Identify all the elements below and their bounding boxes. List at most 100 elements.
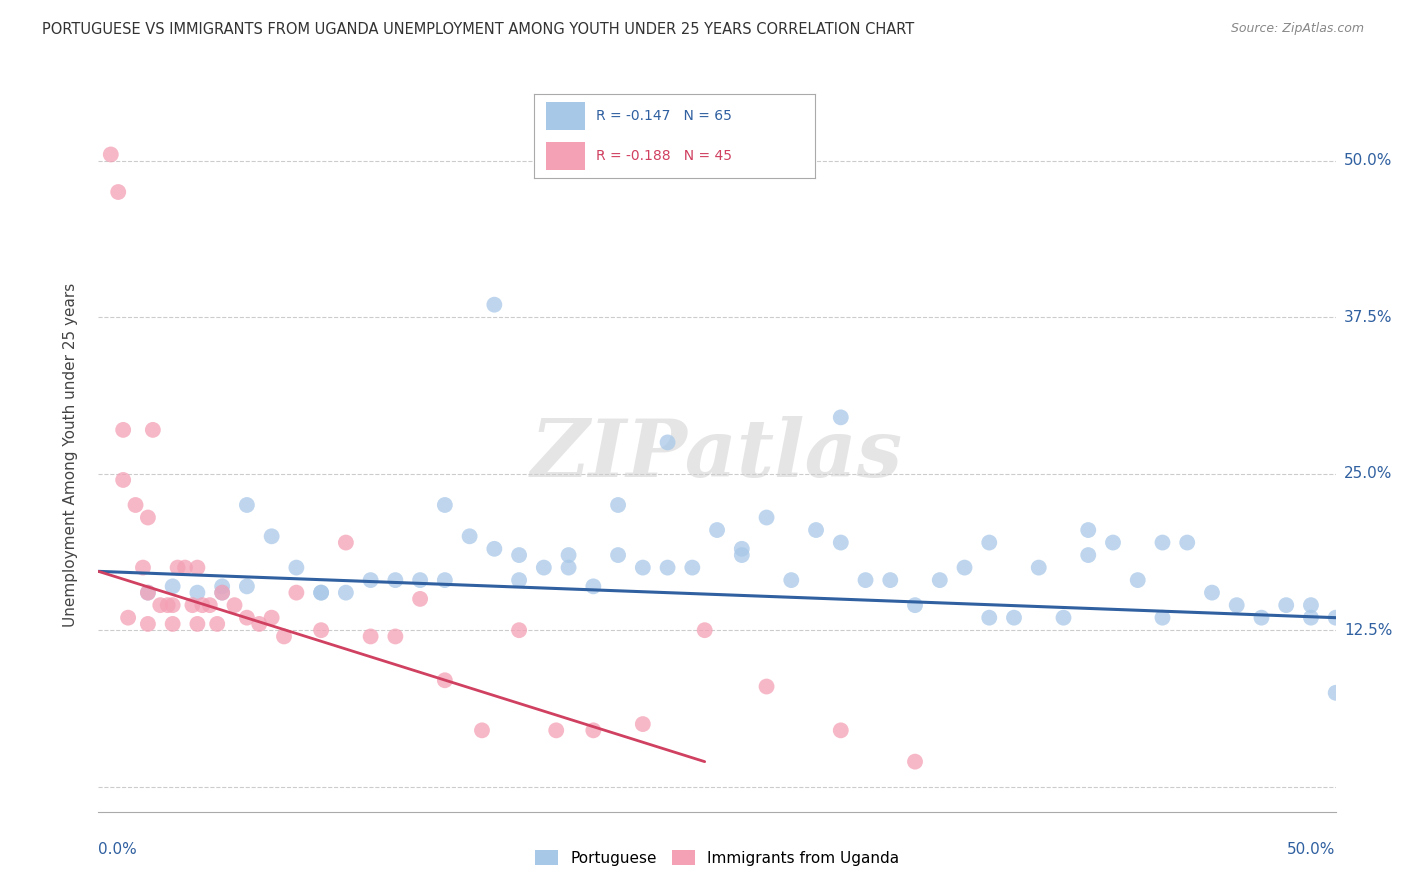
Point <box>484 298 506 312</box>
Point <box>181 598 204 612</box>
Point <box>631 560 654 574</box>
Point <box>780 573 803 587</box>
Point <box>335 535 357 549</box>
Point <box>132 560 155 574</box>
Point <box>830 410 852 425</box>
Point <box>136 585 159 599</box>
Point <box>1152 535 1174 549</box>
Point <box>191 598 214 612</box>
Point <box>136 616 159 631</box>
Point <box>124 498 146 512</box>
Point <box>1102 535 1125 549</box>
Bar <box>546 103 585 130</box>
Text: Source: ZipAtlas.com: Source: ZipAtlas.com <box>1230 22 1364 36</box>
Point <box>582 723 605 738</box>
Point <box>1052 610 1074 624</box>
Point <box>1275 598 1298 612</box>
Point <box>657 435 679 450</box>
Point <box>162 579 184 593</box>
Text: 12.5%: 12.5% <box>1344 623 1392 638</box>
Point <box>1126 573 1149 587</box>
Point <box>533 560 555 574</box>
Point <box>755 510 778 524</box>
Point <box>236 610 259 624</box>
Point <box>433 573 456 587</box>
Text: R = -0.147   N = 65: R = -0.147 N = 65 <box>596 109 733 123</box>
Point <box>136 510 159 524</box>
Point <box>136 585 159 599</box>
Point <box>142 423 165 437</box>
Point <box>755 680 778 694</box>
Text: 37.5%: 37.5% <box>1344 310 1392 325</box>
Point <box>360 573 382 587</box>
Point <box>309 585 332 599</box>
Point <box>335 585 357 599</box>
Point <box>1002 610 1025 624</box>
Point <box>1175 535 1198 549</box>
Point <box>731 548 754 562</box>
Point <box>904 755 927 769</box>
Point <box>100 147 122 161</box>
Point <box>508 573 530 587</box>
Point <box>830 723 852 738</box>
Point <box>186 585 208 599</box>
Point <box>409 573 432 587</box>
Point <box>149 598 172 612</box>
Point <box>211 579 233 593</box>
Text: 25.0%: 25.0% <box>1344 467 1392 481</box>
Point <box>508 548 530 562</box>
Point <box>236 498 259 512</box>
Point <box>607 548 630 562</box>
Text: PORTUGUESE VS IMMIGRANTS FROM UGANDA UNEMPLOYMENT AMONG YOUTH UNDER 25 YEARS COR: PORTUGUESE VS IMMIGRANTS FROM UGANDA UNE… <box>42 22 914 37</box>
Point <box>1201 585 1223 599</box>
Point <box>156 598 179 612</box>
Point <box>557 560 579 574</box>
Point <box>198 598 221 612</box>
Point <box>631 717 654 731</box>
Point <box>409 591 432 606</box>
Point <box>508 623 530 637</box>
Y-axis label: Unemployment Among Youth under 25 years: Unemployment Among Youth under 25 years <box>63 283 77 627</box>
Point <box>1324 686 1347 700</box>
Point <box>1226 598 1249 612</box>
Point <box>433 673 456 688</box>
Text: 50.0%: 50.0% <box>1344 153 1392 169</box>
Point <box>433 498 456 512</box>
Point <box>1152 610 1174 624</box>
Point <box>607 498 630 512</box>
Point <box>1299 610 1322 624</box>
Point <box>693 623 716 637</box>
Point <box>117 610 139 624</box>
Point <box>979 610 1001 624</box>
Point <box>285 560 308 574</box>
Point <box>1077 548 1099 562</box>
Legend: Portuguese, Immigrants from Uganda: Portuguese, Immigrants from Uganda <box>529 844 905 871</box>
Point <box>260 529 283 543</box>
Point <box>107 185 129 199</box>
Text: 0.0%: 0.0% <box>98 842 138 857</box>
Point <box>162 598 184 612</box>
Point <box>1250 610 1272 624</box>
Point <box>112 423 135 437</box>
Point <box>309 585 332 599</box>
Point <box>384 630 406 644</box>
Point <box>855 573 877 587</box>
Text: R = -0.188   N = 45: R = -0.188 N = 45 <box>596 149 733 163</box>
Point <box>904 598 927 612</box>
Point <box>224 598 246 612</box>
Point <box>557 548 579 562</box>
Point <box>174 560 197 574</box>
Point <box>546 723 568 738</box>
Point <box>260 610 283 624</box>
Point <box>186 560 208 574</box>
Point <box>186 616 208 631</box>
Point <box>384 573 406 587</box>
Point <box>979 535 1001 549</box>
Bar <box>546 142 585 169</box>
Point <box>309 623 332 637</box>
Point <box>360 630 382 644</box>
Point <box>582 579 605 593</box>
Text: ZIPatlas: ZIPatlas <box>531 417 903 493</box>
Point <box>166 560 188 574</box>
Point <box>205 616 228 631</box>
